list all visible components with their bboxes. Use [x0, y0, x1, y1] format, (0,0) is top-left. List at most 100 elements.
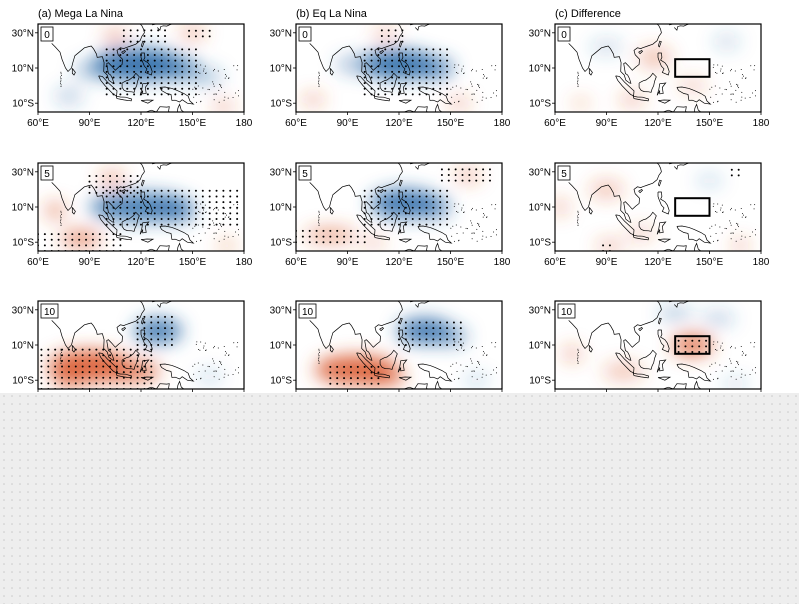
- island-speck: [482, 351, 484, 353]
- island-speck: [741, 91, 743, 93]
- stipple-dot: [475, 173, 478, 176]
- stipple-dot: [122, 348, 125, 351]
- island-speck: [213, 362, 215, 364]
- stipple-dot: [67, 376, 70, 379]
- stipple-dot: [167, 65, 170, 68]
- island-speck: [710, 373, 712, 375]
- stipple-dot: [418, 332, 421, 335]
- island-speck: [730, 376, 732, 378]
- island-speck: [754, 95, 756, 97]
- stipple-dot: [164, 34, 167, 37]
- stipple-dot: [40, 376, 43, 379]
- island-speck: [227, 374, 229, 376]
- stipple-dot: [194, 35, 197, 38]
- stipple-dot: [439, 59, 442, 62]
- island-speck: [741, 74, 743, 76]
- stipple-dot: [432, 76, 435, 79]
- y-tick-label: 10°S: [12, 99, 34, 110]
- stipple-dot: [349, 229, 352, 232]
- stipple-dot: [356, 377, 359, 380]
- stipple-dot: [105, 53, 108, 56]
- island-speck: [220, 223, 222, 225]
- x-tick-label: 90°E: [79, 118, 101, 129]
- stipple-dot: [174, 195, 177, 198]
- island-speck: [717, 203, 719, 205]
- stipple-dot: [343, 235, 346, 238]
- coastline: [657, 376, 672, 381]
- island-speck: [735, 360, 737, 362]
- anomaly-blob: [373, 27, 398, 42]
- island-speck: [471, 362, 473, 364]
- stipple-dot: [608, 244, 611, 247]
- island-speck: [458, 240, 460, 242]
- island-speck: [460, 87, 462, 89]
- stipple-dot: [174, 217, 177, 220]
- stipple-dot: [140, 217, 142, 220]
- island-speck: [454, 341, 456, 343]
- stipple-dot: [71, 238, 74, 241]
- island-speck: [577, 85, 579, 87]
- stipple-dot: [146, 53, 149, 56]
- x-tick-label: 180: [494, 257, 511, 268]
- island-speck: [709, 88, 711, 90]
- island-speck: [754, 204, 756, 206]
- stipple-dot: [112, 223, 115, 226]
- anomaly-blob: [60, 229, 102, 248]
- island-speck: [218, 222, 220, 224]
- island-speck: [452, 363, 454, 365]
- stipple-dot: [236, 212, 239, 215]
- stipple-dot: [377, 212, 380, 215]
- stipple-dot: [404, 217, 407, 220]
- stipple-dot: [194, 189, 197, 192]
- stipple-dot: [236, 195, 239, 198]
- anomaly-field: [314, 318, 490, 388]
- coastline: [351, 24, 403, 84]
- island-speck: [716, 72, 718, 74]
- x-tick-label: 150°E: [437, 257, 465, 268]
- island-speck: [318, 81, 320, 83]
- stipple-dot: [112, 238, 115, 241]
- island-speck: [233, 204, 235, 206]
- island-speck: [450, 227, 452, 229]
- island-speck: [223, 69, 225, 71]
- stipple-dot: [115, 376, 118, 379]
- stipple-dot: [418, 59, 421, 62]
- island-speck: [577, 217, 579, 219]
- stipple-dot: [47, 365, 50, 368]
- stipple-dot: [133, 82, 136, 85]
- stipple-dot: [356, 371, 359, 374]
- stipple-dot: [459, 338, 462, 341]
- stipple-dot: [201, 29, 204, 32]
- island-speck: [734, 70, 736, 72]
- stipple-dot: [439, 53, 442, 56]
- stipple-dot: [136, 191, 139, 194]
- stipple-dot: [122, 180, 125, 183]
- stipple-dot: [432, 48, 435, 51]
- island-speck: [458, 341, 460, 343]
- island-speck: [576, 76, 578, 78]
- stipple-dot: [136, 29, 139, 32]
- island-speck: [194, 225, 196, 227]
- island-speck: [456, 233, 458, 235]
- lag-label: 10: [44, 307, 56, 318]
- stipple-dot: [146, 65, 149, 68]
- anomaly-blob: [359, 236, 387, 248]
- coastline: [656, 82, 667, 96]
- stipple-dot: [363, 48, 366, 51]
- island-speck: [461, 209, 463, 211]
- island-speck: [478, 87, 480, 89]
- stipple-dot: [43, 238, 46, 241]
- island-speck: [224, 235, 226, 237]
- stipple-dot: [157, 40, 160, 43]
- stipple-dot: [133, 217, 136, 220]
- coastline: [140, 317, 145, 325]
- stipple-dot: [88, 348, 91, 351]
- stipple-dot: [425, 206, 428, 209]
- island-speck: [577, 81, 579, 83]
- stipple-dot: [418, 70, 421, 73]
- island-speck: [60, 84, 62, 86]
- stipple-dot: [174, 59, 177, 62]
- anomaly-blob: [695, 173, 724, 188]
- island-speck: [481, 99, 483, 101]
- panel-map-area: [555, 163, 756, 251]
